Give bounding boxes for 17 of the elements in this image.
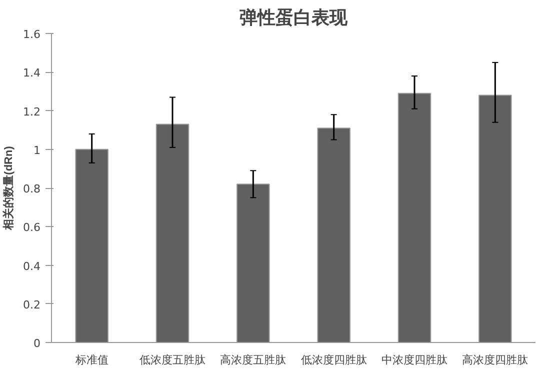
x-tick-label: 标准值 bbox=[74, 354, 108, 366]
x-tick-label: 高浓度四胜肽 bbox=[462, 354, 528, 366]
y-tick-label: 0 bbox=[34, 337, 40, 350]
x-tick-label: 中浓度四胜肽 bbox=[382, 354, 448, 366]
x-tick-label: 高浓度五胜肽 bbox=[220, 354, 286, 366]
y-tick-label: 1.6 bbox=[23, 28, 41, 41]
x-tick-label: 低浓度五胜肽 bbox=[140, 354, 206, 366]
chart-title: 弹性蛋白表现 bbox=[240, 8, 348, 28]
x-tick-label: 低浓度四胜肽 bbox=[300, 354, 367, 366]
y-tick-label: 1 bbox=[34, 144, 40, 157]
y-tick-label: 1.4 bbox=[23, 66, 41, 80]
y-tick-label: 0.4 bbox=[23, 260, 41, 273]
y-axis-title: 相关的数量(dRn) bbox=[2, 146, 16, 231]
y-tick-label: 1.2 bbox=[23, 105, 41, 118]
y-tick-label: 0.6 bbox=[23, 221, 41, 234]
y-tick-label: 0.8 bbox=[23, 182, 41, 196]
y-tick-label: 0.2 bbox=[23, 298, 41, 312]
